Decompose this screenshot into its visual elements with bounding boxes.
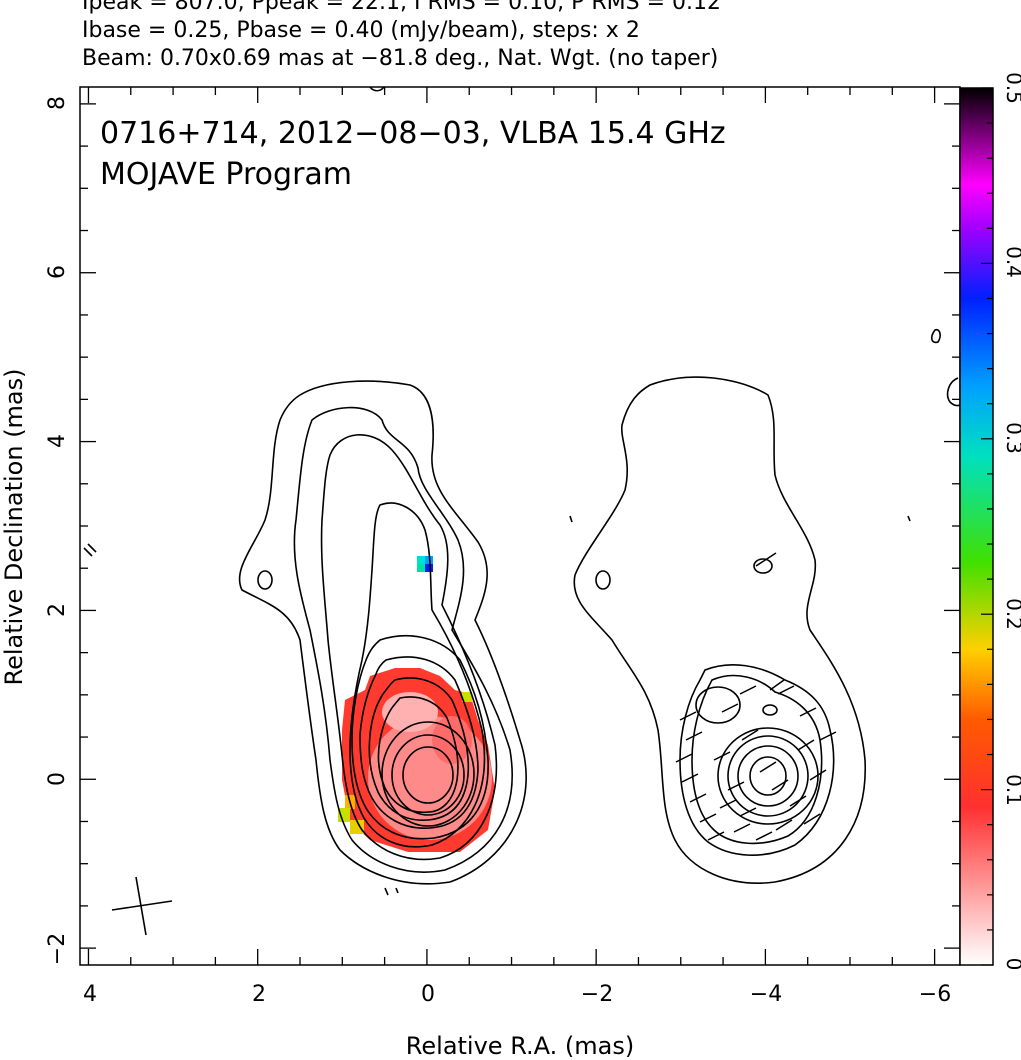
header-line-3: Beam: 0.70x0.69 mas at −81.8 deg., Nat. …	[82, 46, 719, 71]
y-tick-label: 2	[45, 603, 70, 617]
evpa-ticks	[675, 552, 837, 841]
colorbar-tick-label: 0	[1002, 958, 1021, 971]
x-tick-label: 4	[83, 982, 97, 1007]
plot-frame	[79, 86, 961, 966]
chart-title: 0716+714, 2012−08−03, VLBA 15.4 GHz	[100, 116, 726, 151]
colorbar	[960, 88, 993, 965]
x-tick-label: 2	[252, 982, 266, 1007]
x-tick-label: −2	[581, 982, 613, 1007]
y-tick-label: 0	[45, 772, 70, 786]
colorbar-tick-label: 0.4	[1002, 246, 1021, 278]
map-image-area: 0716+714, 2012−08−03, VLBA 15.4 GHz MOJA…	[83, 87, 960, 936]
polarized-intensity-contours	[569, 328, 960, 884]
total-intensity-contours	[83, 87, 527, 896]
x-tick-label: −4	[750, 982, 782, 1007]
y-tick-label: 4	[45, 434, 70, 448]
colorbar-tick-label: 0.1	[1002, 774, 1021, 806]
x-axis-label: Relative R.A. (mas)	[406, 1032, 634, 1060]
header-line-1: Ipeak = 807.0, Ppeak = 22.1, I RMS = 0.1…	[82, 0, 721, 15]
y-tick-label: 6	[45, 265, 70, 279]
chart-subtitle: MOJAVE Program	[100, 157, 352, 192]
y-tick-label: −2	[45, 933, 70, 965]
colorbar-tick-label: 0.2	[1002, 598, 1021, 630]
y-tick-label: 8	[45, 96, 70, 110]
colorbar-frame	[959, 87, 994, 966]
x-tick-label: −6	[919, 982, 951, 1007]
x-axis-ticks	[87, 87, 936, 965]
colorbar-tick-label: 0.5	[1002, 72, 1021, 104]
colorbar-ticks	[981, 87, 993, 966]
beam-marker	[111, 876, 173, 936]
y-axis-label: Relative Declination (mas)	[0, 368, 28, 685]
fractional-polarization-pixels	[338, 556, 495, 852]
header-line-2: Ibase = 0.25, Pbase = 0.40 (mJy/beam), s…	[82, 18, 640, 43]
x-tick-label: 0	[421, 982, 435, 1007]
y-axis-ticks	[80, 103, 960, 949]
colorbar-tick-label: 0.3	[1002, 422, 1021, 454]
